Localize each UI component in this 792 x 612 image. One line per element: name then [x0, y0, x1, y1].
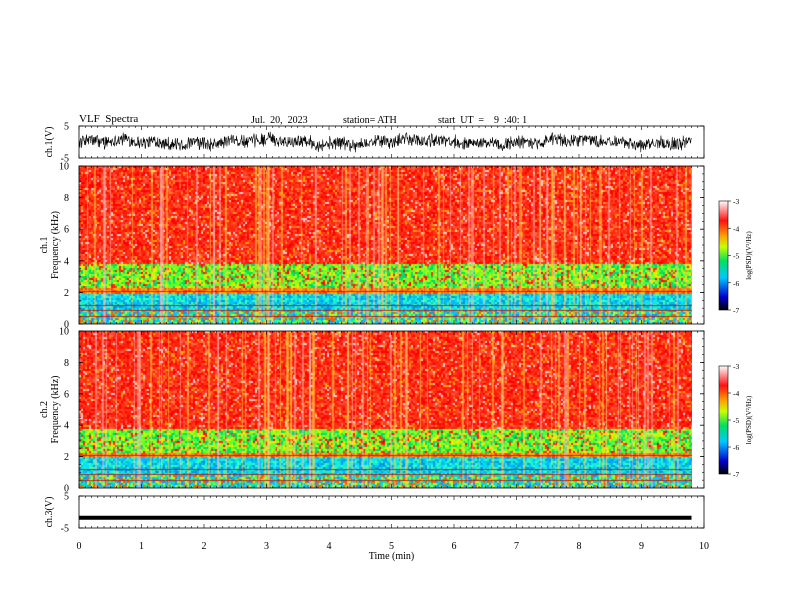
xtick-label: 3	[264, 541, 269, 552]
colorbar-2	[718, 365, 729, 475]
colorbar-tick: -5	[733, 416, 739, 425]
xtick-label: 2	[202, 541, 207, 552]
y-axis-label: Frequency (kHz)	[50, 211, 61, 279]
ytick-label: -5	[61, 154, 69, 165]
ch2-spectrogram-image	[79, 331, 692, 488]
xtick-label: 9	[639, 541, 644, 552]
xtick-label: 6	[452, 541, 457, 552]
y-axis-label: ch.1	[39, 237, 50, 254]
colorbar-tick: -3	[733, 362, 739, 371]
ytick-label: 2	[64, 288, 69, 299]
ytick-label: 0	[64, 320, 69, 331]
colorbar-tick: -6	[733, 443, 739, 452]
ytick-label: 2	[64, 452, 69, 463]
x-axis-label: Time (min)	[369, 551, 414, 562]
ytick-label: 5	[64, 492, 69, 503]
ytick-label: 6	[64, 225, 69, 236]
xtick-label: 1	[139, 541, 144, 552]
y-axis-label: Frequency (kHz)	[50, 375, 61, 443]
ytick-label: 5	[64, 122, 69, 133]
colorbar-tick: -7	[733, 470, 739, 479]
xtick-label: 10	[699, 541, 709, 552]
ytick-label: 4	[64, 256, 69, 267]
colorbar-tick: -4	[733, 224, 739, 233]
y-axis-label: ch.1(V)	[44, 127, 55, 158]
colorbar-tick: -7	[733, 306, 739, 315]
station-label: station= ATH	[343, 115, 397, 126]
xtick-label: 4	[327, 541, 332, 552]
colorbar-tick: -6	[733, 279, 739, 288]
colorbar-label: log(PSD)(V²/Hz)	[745, 395, 753, 444]
y-axis-label: ch.3(V)	[44, 497, 55, 528]
panel-frame-4	[78, 495, 705, 529]
y-axis-label: ch.2	[39, 401, 50, 418]
ch1-waveform-trace	[78, 131, 692, 153]
ytick-label: -5	[61, 524, 69, 535]
ytick-label: 0	[64, 484, 69, 495]
colorbar-tick: -4	[733, 389, 739, 398]
chart-title: VLF Spectra	[79, 113, 139, 125]
date-label: Jul. 20, 2023	[251, 115, 308, 126]
xtick-label: 5	[389, 541, 394, 552]
ytick-label: 10	[59, 162, 69, 173]
ytick-label: 8	[64, 358, 69, 369]
xtick-label: 8	[577, 541, 582, 552]
ytick-label: 4	[64, 421, 69, 432]
ytick-label: 10	[59, 327, 69, 338]
colorbar-1	[718, 200, 729, 311]
start-time-label: start UT = 9 :40: 1	[438, 115, 528, 126]
ytick-label: 8	[64, 193, 69, 204]
colorbar-label: log(PSD)(V²/Hz)	[745, 231, 753, 280]
xtick-label: 7	[514, 541, 519, 552]
colorbar-tick: -5	[733, 252, 739, 261]
ytick-label: 6	[64, 389, 69, 400]
colorbar-tick: -3	[733, 197, 739, 206]
ch1-spectrogram-image	[79, 166, 692, 324]
xtick-label: 0	[77, 541, 82, 552]
